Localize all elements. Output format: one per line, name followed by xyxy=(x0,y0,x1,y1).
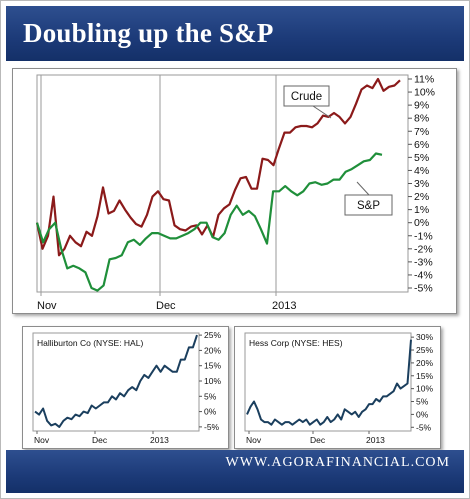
y-tick-label: -5% xyxy=(414,283,433,295)
y-tick-label: -3% xyxy=(414,256,433,268)
plot-area xyxy=(32,332,200,432)
x-tick-label: Nov xyxy=(34,435,50,445)
y-tick-label: 15% xyxy=(204,361,221,371)
y-tick-label: 5% xyxy=(416,397,429,407)
page-title: Doubling up the S&P xyxy=(23,18,274,48)
x-tick-label: Dec xyxy=(92,435,108,445)
y-tick-label: -2% xyxy=(414,243,433,255)
title-banner: Doubling up the S&P xyxy=(6,6,464,61)
y-tick-label: 6% xyxy=(414,139,429,151)
y-tick-label: 4% xyxy=(414,165,429,177)
y-tick-label: 5% xyxy=(414,152,429,164)
mini-chart-title: Hess Corp (NYSE: HES) xyxy=(249,338,343,348)
hes-chart-panel: Hess Corp (NYSE: HES) Nov Dec 2013 30% 25% 20%… xyxy=(234,326,441,449)
series-line-sp xyxy=(35,152,383,292)
y-tick-label: 15% xyxy=(416,371,433,381)
y-tick-label: 25% xyxy=(416,345,433,355)
site-url: WWW.AGORAFINANCIAL.COM xyxy=(225,455,450,470)
main-chart-panel: Nov Dec 2013 11% 10% 9% 8% 7% 6% 5% 4% 3% 2% 1% 0% -1% -… xyxy=(12,68,457,314)
y-tick-label: 11% xyxy=(414,74,434,86)
y-tick-label: 5% xyxy=(204,391,217,401)
hes-chart: Hess Corp (NYSE: HES) Nov Dec 2013 30% 25% 20%… xyxy=(244,332,433,445)
y-tick-label: -5% xyxy=(416,422,432,432)
callout-box-crude xyxy=(283,85,330,107)
hal-chart: Halliburton Co (NYSE: HAL) Nov Dec 2013 25% 2… xyxy=(32,330,221,445)
y-tick-label: -1% xyxy=(414,230,433,242)
y-tick-label: 2% xyxy=(414,191,429,203)
y-tick-label: 9% xyxy=(414,100,429,112)
y-tick-label: 10% xyxy=(414,87,435,99)
y-tick-label: 10% xyxy=(204,376,221,386)
callout-label-crude: Crude xyxy=(291,91,322,103)
y-tick-label: 25% xyxy=(204,330,221,340)
y-tick-label: 20% xyxy=(416,358,433,368)
y-tick-label: 3% xyxy=(414,178,429,190)
x-tick-label: 2013 xyxy=(366,435,385,445)
callout-pointer-sp xyxy=(356,181,370,196)
y-tick-label: 0% xyxy=(414,217,429,229)
y-tick-label: 8% xyxy=(414,113,429,125)
y-tick-label: 10% xyxy=(416,384,433,394)
y-tick-label: 0% xyxy=(204,407,217,417)
y-tick-label: -5% xyxy=(204,422,220,432)
y-tick-label: 0% xyxy=(416,409,429,419)
series-line-crude xyxy=(35,77,401,257)
series-line xyxy=(34,334,198,428)
x-tick-label: Dec xyxy=(310,435,326,445)
y-tick-label: 30% xyxy=(416,332,433,342)
y-tick-label: -4% xyxy=(414,269,433,281)
main-chart: Nov Dec 201311%10%9%8%7%6%5%4%3%2%1%0%-1%-… xyxy=(35,74,435,312)
y-tick-label: 7% xyxy=(414,126,429,138)
x-tick-label: Dec xyxy=(156,300,176,312)
y-tick-label: 20% xyxy=(204,345,221,355)
mini-chart-title: Halliburton Co (NYSE: HAL) xyxy=(37,338,143,348)
series-line xyxy=(246,339,412,426)
hal-chart-panel: Halliburton Co (NYSE: HAL) Nov Dec 2013 25% 2… xyxy=(22,326,229,449)
plot-area xyxy=(36,74,409,293)
x-tick-label: Nov xyxy=(246,435,262,445)
x-tick-label: 2013 xyxy=(150,435,169,445)
callout-pointer-crude xyxy=(312,105,332,119)
x-tick-label: Nov xyxy=(37,300,57,312)
footer-banner: WWW.AGORAFINANCIAL.COM xyxy=(6,450,464,493)
x-tick-label: 2013 xyxy=(272,300,296,312)
y-tick-label: 1% xyxy=(414,204,429,216)
callout-label-sp: S&P xyxy=(357,200,380,212)
plot-area xyxy=(244,332,412,432)
